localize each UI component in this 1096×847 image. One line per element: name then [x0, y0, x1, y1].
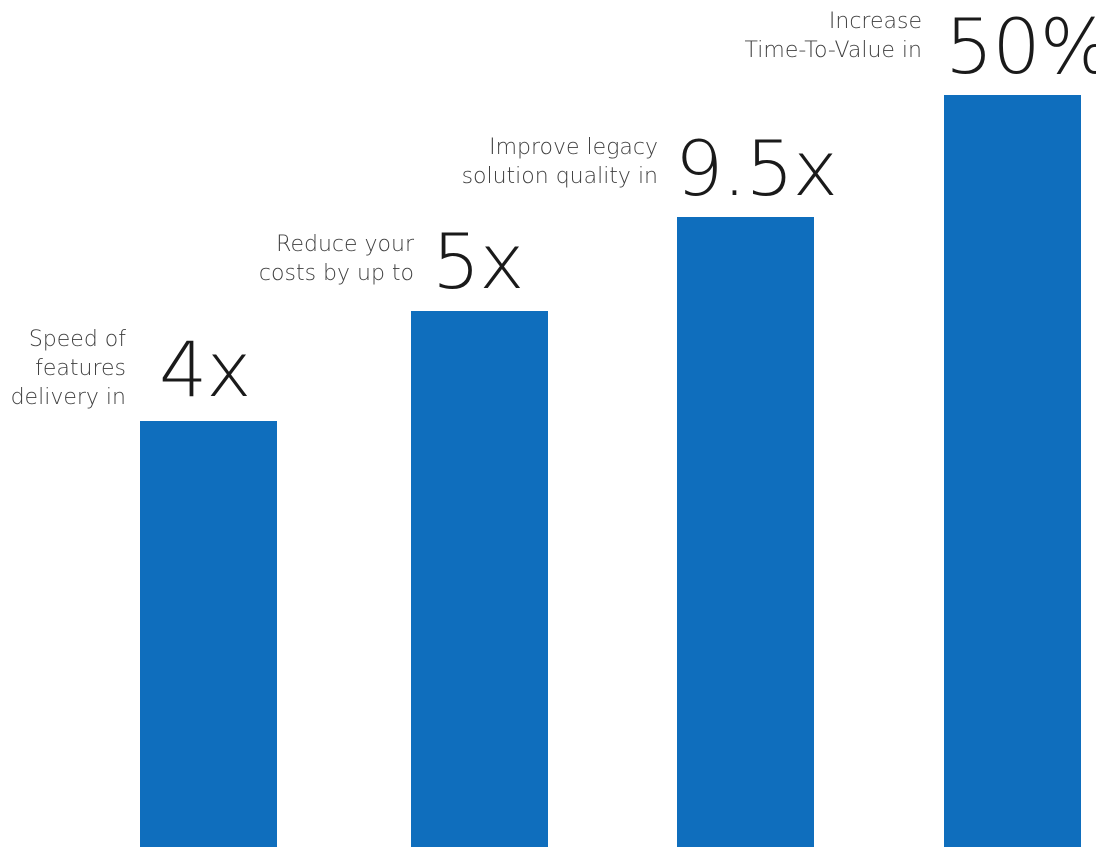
bar-2-description-line: Reduce your — [276, 232, 415, 257]
bar-3-description-line: Improve legacy — [489, 135, 658, 160]
bar-2-description: Reduce your costs by up to — [259, 232, 415, 286]
bar-3-description-line: solution quality in — [462, 164, 658, 189]
bar-3-description: Improve legacy solution quality in — [462, 135, 658, 189]
bar-4-description-line: Increase — [829, 9, 922, 34]
bar-1-description-line: delivery in — [11, 385, 126, 410]
bar-4-value-label: 50% — [945, 2, 1096, 91]
bar-3 — [677, 217, 814, 847]
bar-1 — [140, 421, 277, 847]
bar-2-value-label: 5x — [432, 217, 523, 306]
bar-1-description-line: features — [35, 356, 126, 381]
bar-4 — [944, 95, 1081, 847]
bar-4-description: Increase Time-To-Value in — [745, 9, 922, 63]
bar-2-description-line: costs by up to — [259, 261, 414, 286]
bar-1-description-line: Speed of — [29, 327, 126, 352]
bar-1-description: Speed of features delivery in — [11, 327, 127, 410]
bar-1-value-label: 4x — [159, 325, 250, 414]
bar-4-description-line: Time-To-Value in — [745, 38, 922, 63]
bar-3-value-label: 9.5x — [675, 124, 837, 213]
bar-2 — [411, 311, 548, 847]
bars-layer — [140, 95, 1081, 847]
